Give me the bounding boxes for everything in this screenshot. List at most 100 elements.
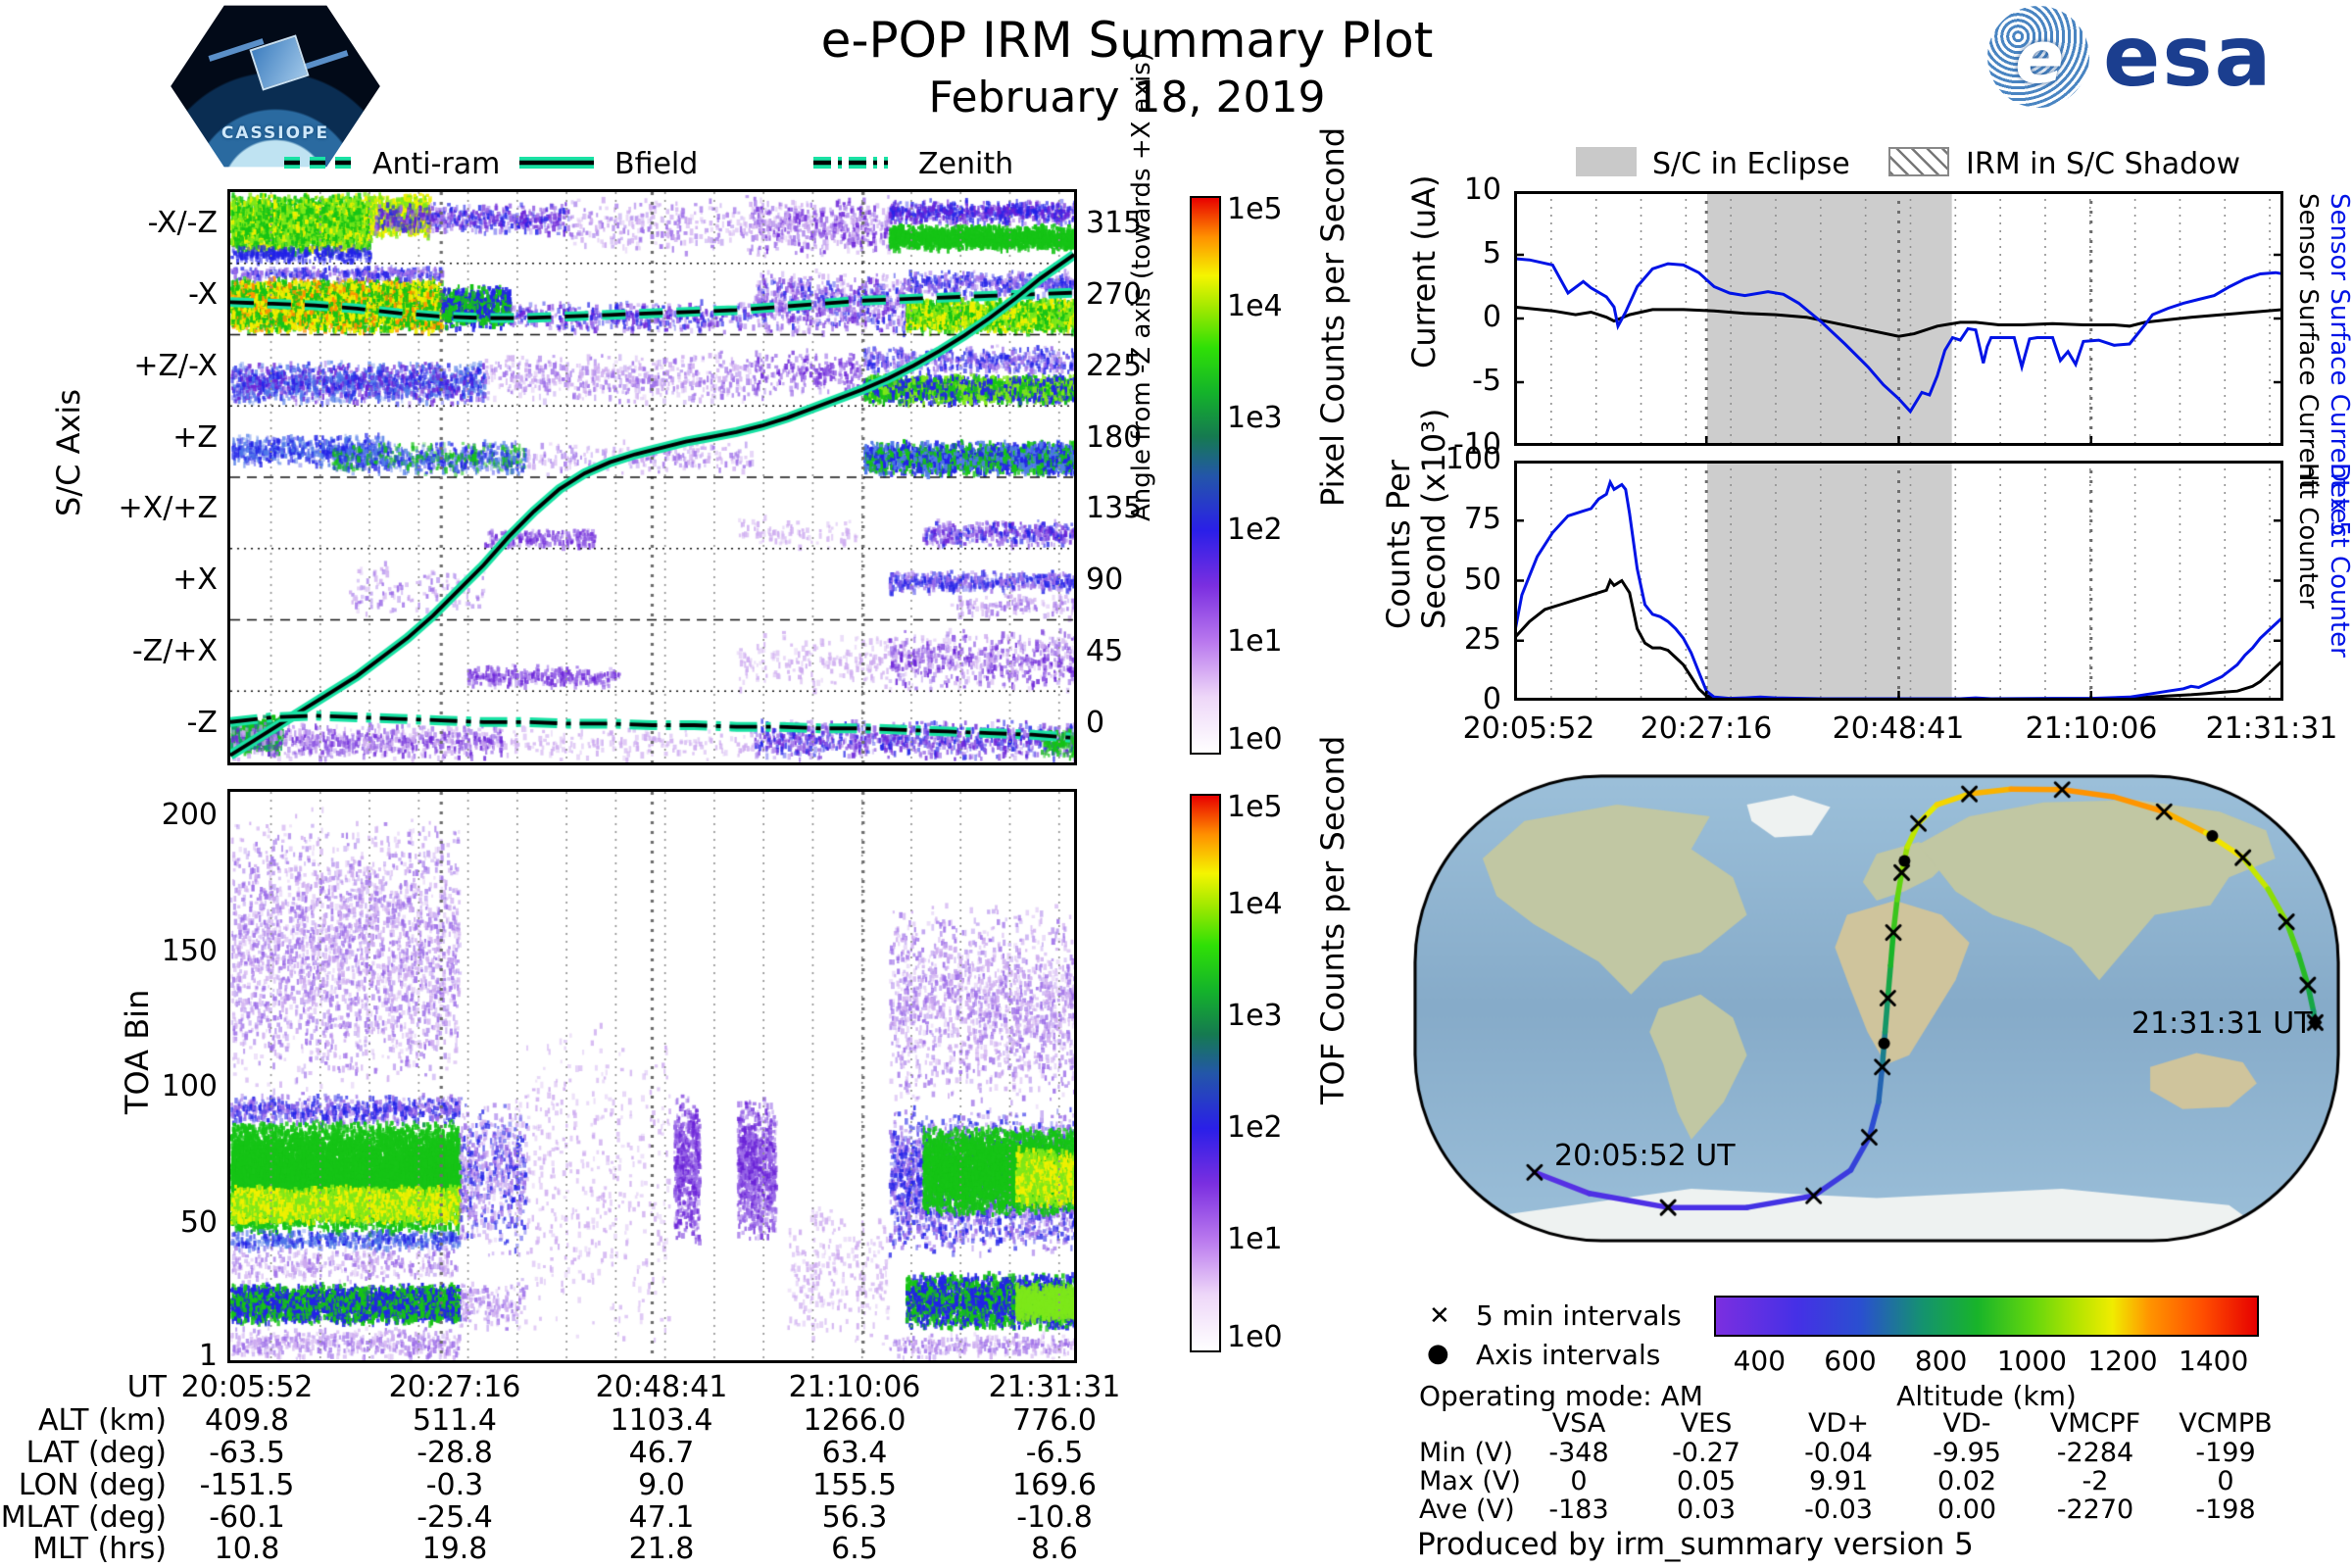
right-time-tick-label: 21:31:31 [2205, 711, 2338, 746]
voltage-cell: 0.00 [1936, 1494, 1997, 1525]
page-title: e-POP IRM Summary Plot [820, 12, 1434, 69]
voltage-cell: 0 [1570, 1466, 1588, 1496]
counter-rates-plot [1514, 461, 2283, 701]
angle-tick-label: 315 [1086, 206, 1143, 241]
colorbar-tick-label: 1e1 [1227, 624, 1283, 659]
voltage-cell: -0.04 [1804, 1438, 1873, 1468]
esa-logo: e esa [1987, 6, 2274, 108]
ephemeris-cell: 6.5 [831, 1532, 878, 1566]
eclipse-legend-swatch [1576, 147, 1637, 176]
current-tick-label: 10 [1463, 172, 1501, 207]
altitude-tick-label: 1000 [1996, 1345, 2067, 1377]
ephemeris-cell: -60.1 [209, 1500, 285, 1535]
colorbar-tick-label: 1e4 [1227, 289, 1283, 323]
altitude-colorbar-label: Altitude (km) [1896, 1380, 2077, 1412]
ephemeris-cell: 21.8 [628, 1532, 695, 1566]
altitude-tick-label: 1400 [2179, 1345, 2249, 1377]
ephemeris-cell: -151.5 [199, 1468, 295, 1502]
current-tick-label: 0 [1482, 300, 1501, 334]
voltage-header: VCMPB [2179, 1408, 2273, 1439]
page-date: February 18, 2019 [928, 73, 1326, 122]
ephemeris-cell: -63.5 [209, 1436, 285, 1470]
series-detect-counter [1514, 478, 2283, 701]
voltage-row-label: Ave (V) [1419, 1494, 1515, 1525]
sc-axis-tick-label: +X/+Z [118, 491, 218, 526]
ephemeris-cell: 169.6 [1012, 1468, 1097, 1502]
ephemeris-cell: 20:27:16 [388, 1370, 521, 1404]
ephemeris-cell: 20:05:52 [180, 1370, 314, 1404]
ephemeris-cell: 9.0 [638, 1468, 685, 1502]
altitude-colorbar [1714, 1296, 2259, 1337]
tof-counts-colorbar [1190, 794, 1221, 1352]
sc-axis-tick-label: -Z [186, 705, 218, 740]
ephemeris-cell: 63.4 [821, 1436, 888, 1470]
track-start-label: 20:05:52 UT [1554, 1139, 1736, 1173]
altitude-tick-label: 800 [1914, 1345, 1968, 1377]
ephemeris-cell: 776.0 [1012, 1403, 1097, 1438]
voltage-cell: -9.95 [1933, 1438, 2001, 1468]
current-tick-label: 5 [1482, 236, 1501, 270]
voltage-header: VD+ [1808, 1408, 1869, 1439]
angle-tick-label: 225 [1086, 348, 1143, 383]
shadow-legend-label: IRM in S/C Shadow [1966, 147, 2241, 181]
current-tick-label: -5 [1472, 364, 1501, 398]
cassiope-logo-text: CASSIOPE [220, 123, 330, 143]
ephemeris-cell: -25.4 [416, 1500, 493, 1535]
angle-tick-label: 0 [1086, 705, 1105, 740]
altitude-tick-label: 600 [1824, 1345, 1877, 1377]
dot-marker-legend-label: Axis intervals [1476, 1339, 1661, 1371]
toa-bin-tick-label: 150 [161, 933, 218, 968]
esa-e-glyph: e [2015, 16, 2065, 100]
angle-tick-label: 45 [1086, 633, 1124, 668]
colorbar-tick-label: 1e0 [1227, 1320, 1283, 1354]
angle-tick-label: 180 [1086, 419, 1143, 455]
voltage-cell: -183 [1548, 1494, 1609, 1525]
colorbar-tick-label: 1e4 [1227, 887, 1283, 921]
voltage-cell: -2270 [2056, 1494, 2134, 1525]
voltage-header: VMCPF [2049, 1408, 2141, 1439]
esa-logo-text: esa [2103, 8, 2274, 106]
counts-tick-label: 50 [1463, 562, 1501, 597]
operating-mode-label: Operating mode: AM [1419, 1380, 1703, 1412]
eclipse-shading [1707, 461, 1952, 701]
pixel-counts-colorbar-label: Pixel Counts per Second [1314, 126, 1351, 507]
altitude-tick-label: 400 [1733, 1345, 1787, 1377]
voltage-cell: -199 [2195, 1438, 2256, 1468]
ephemeris-row-label: ALT (km) [38, 1403, 167, 1438]
toa-bin-tick-label: 200 [161, 797, 218, 832]
voltage-row-label: Max (V) [1419, 1466, 1521, 1496]
voltage-cell: 0 [2217, 1466, 2234, 1496]
ephemeris-cell: 511.4 [413, 1403, 497, 1438]
counts-tick-label: 25 [1463, 621, 1501, 657]
voltage-cell: 0.03 [1676, 1494, 1737, 1525]
series-sensor-surface-current-x-5 [1514, 257, 2283, 415]
ephemeris-cell: 8.6 [1031, 1532, 1078, 1566]
legend-label-bfield: Bfield [614, 147, 699, 181]
ephemeris-cell: -28.8 [416, 1436, 493, 1470]
track-end-label: 21:31:31 UT [2132, 1006, 2313, 1041]
voltage-header: VES [1680, 1408, 1733, 1439]
cassiope-mission-logo: CASSIOPE [171, 5, 380, 168]
toa-bin-tick-label: 50 [179, 1205, 218, 1241]
ephemeris-cell: 21:31:31 [988, 1370, 1121, 1404]
angle-tick-label: 135 [1086, 491, 1143, 526]
counts-tick-label: 75 [1463, 502, 1501, 537]
ephemeris-cell: 47.1 [628, 1500, 695, 1535]
dot-marker-icon: ● [1427, 1339, 1449, 1368]
colorbar-tick-label: 1e5 [1227, 790, 1283, 824]
eclipse-shading [1707, 191, 1952, 446]
ephemeris-cell: -6.5 [1025, 1436, 1084, 1470]
ephemeris-row-label: LAT (deg) [25, 1436, 167, 1470]
colorbar-tick-label: 1e3 [1227, 999, 1283, 1033]
voltage-cell: -0.27 [1672, 1438, 1740, 1468]
colorbar-tick-label: 1e5 [1227, 192, 1283, 226]
right-time-tick-label: 20:48:41 [1832, 711, 1965, 746]
angle-tick-label: 90 [1086, 563, 1124, 598]
eclipse-legend-label: S/C in Eclipse [1652, 147, 1850, 181]
legend-label-anti-ram: Anti-ram [372, 147, 501, 181]
legend-line-bfield [519, 157, 594, 169]
ephemeris-cell: 46.7 [628, 1436, 695, 1470]
ground-track-map [1413, 774, 2340, 1243]
right-time-tick-label: 20:05:52 [1462, 711, 1595, 746]
